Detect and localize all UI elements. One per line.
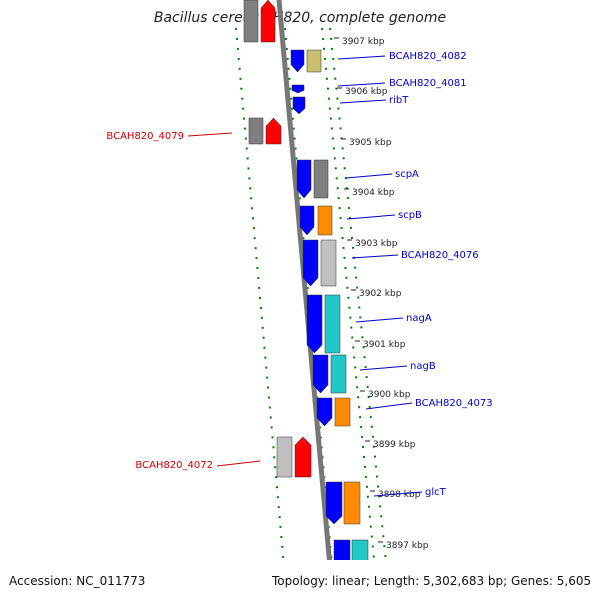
genome-summary-text: Topology: linear; Length: 5,302,683 bp; … bbox=[272, 574, 592, 588]
gene-feature bbox=[333, 539, 351, 560]
gene-feature bbox=[312, 354, 329, 394]
gene-feature bbox=[325, 481, 343, 525]
tick-label: 3897 kbp bbox=[386, 541, 429, 551]
gene-label: scpA bbox=[395, 169, 419, 180]
accession-text: Accession: NC_011773 bbox=[9, 574, 146, 588]
gene-label: scpB bbox=[398, 210, 422, 221]
gene-feature bbox=[294, 436, 312, 478]
tick-label: 3904 kbp bbox=[352, 188, 395, 198]
gene-feature bbox=[351, 539, 369, 560]
gene-feature bbox=[302, 239, 319, 287]
gene-labels: BCAH820_4082 BCAH820_4081 ribT BCAH820_4079… bbox=[106, 51, 492, 498]
tick-label: 3905 kbp bbox=[349, 138, 392, 148]
gene-feature bbox=[265, 117, 282, 145]
gene-feature bbox=[299, 205, 315, 236]
tick-label: 3903 kbp bbox=[355, 239, 398, 249]
gene-label: BCAH820_4076 bbox=[401, 250, 479, 261]
gene-label: BCAH820_4072 bbox=[135, 460, 213, 471]
gene-feature bbox=[324, 294, 341, 354]
gene-feature bbox=[260, 0, 276, 43]
gene-feature bbox=[330, 354, 347, 394]
gene-feature bbox=[290, 49, 305, 73]
gene-features bbox=[243, 0, 369, 560]
genome-map-canvas: 3907 kbp 3906 kbp 3905 kbp 3904 kbp 3903 kbp… bbox=[106, 0, 493, 560]
map-title: Bacillus cereus AH820, complete genome bbox=[153, 10, 447, 26]
tick-label: 3907 kbp bbox=[342, 37, 385, 47]
gene-feature bbox=[276, 436, 293, 478]
gene-label: BCAH820_4073 bbox=[415, 398, 493, 409]
gene-feature bbox=[306, 294, 323, 354]
tick-label: 3901 kbp bbox=[363, 340, 406, 350]
gene-feature bbox=[334, 397, 351, 427]
gene-feature bbox=[296, 159, 312, 199]
gene-label: BCAH820_4079 bbox=[106, 131, 184, 142]
genome-axis bbox=[276, 0, 332, 560]
gene-label: ribT bbox=[389, 95, 409, 106]
gene-feature bbox=[313, 159, 329, 199]
gene-label: glcT bbox=[425, 487, 447, 498]
gene-label: nagA bbox=[406, 313, 432, 324]
tick-marks: 3907 kbp 3906 kbp 3905 kbp 3904 kbp 3903 kbp… bbox=[334, 37, 429, 551]
tick-label: 3898 kbp bbox=[378, 490, 421, 500]
tick-label: 3899 kbp bbox=[373, 440, 416, 450]
gene-feature bbox=[306, 49, 322, 73]
tick-label: 3902 kbp bbox=[359, 289, 402, 299]
gene-feature bbox=[316, 397, 333, 427]
gene-label: BCAH820_4082 bbox=[389, 51, 467, 62]
tick-label: 3906 kbp bbox=[345, 87, 388, 97]
gene-feature bbox=[292, 96, 306, 115]
tick-label: 3900 kbp bbox=[368, 390, 411, 400]
gene-label: BCAH820_4081 bbox=[389, 78, 467, 89]
gene-feature bbox=[248, 117, 264, 145]
gene-feature bbox=[320, 239, 337, 287]
gene-feature bbox=[317, 205, 333, 236]
gene-label: nagB bbox=[410, 361, 436, 372]
gene-feature bbox=[243, 0, 259, 43]
gene-feature bbox=[343, 481, 361, 525]
gene-feature bbox=[291, 84, 305, 94]
